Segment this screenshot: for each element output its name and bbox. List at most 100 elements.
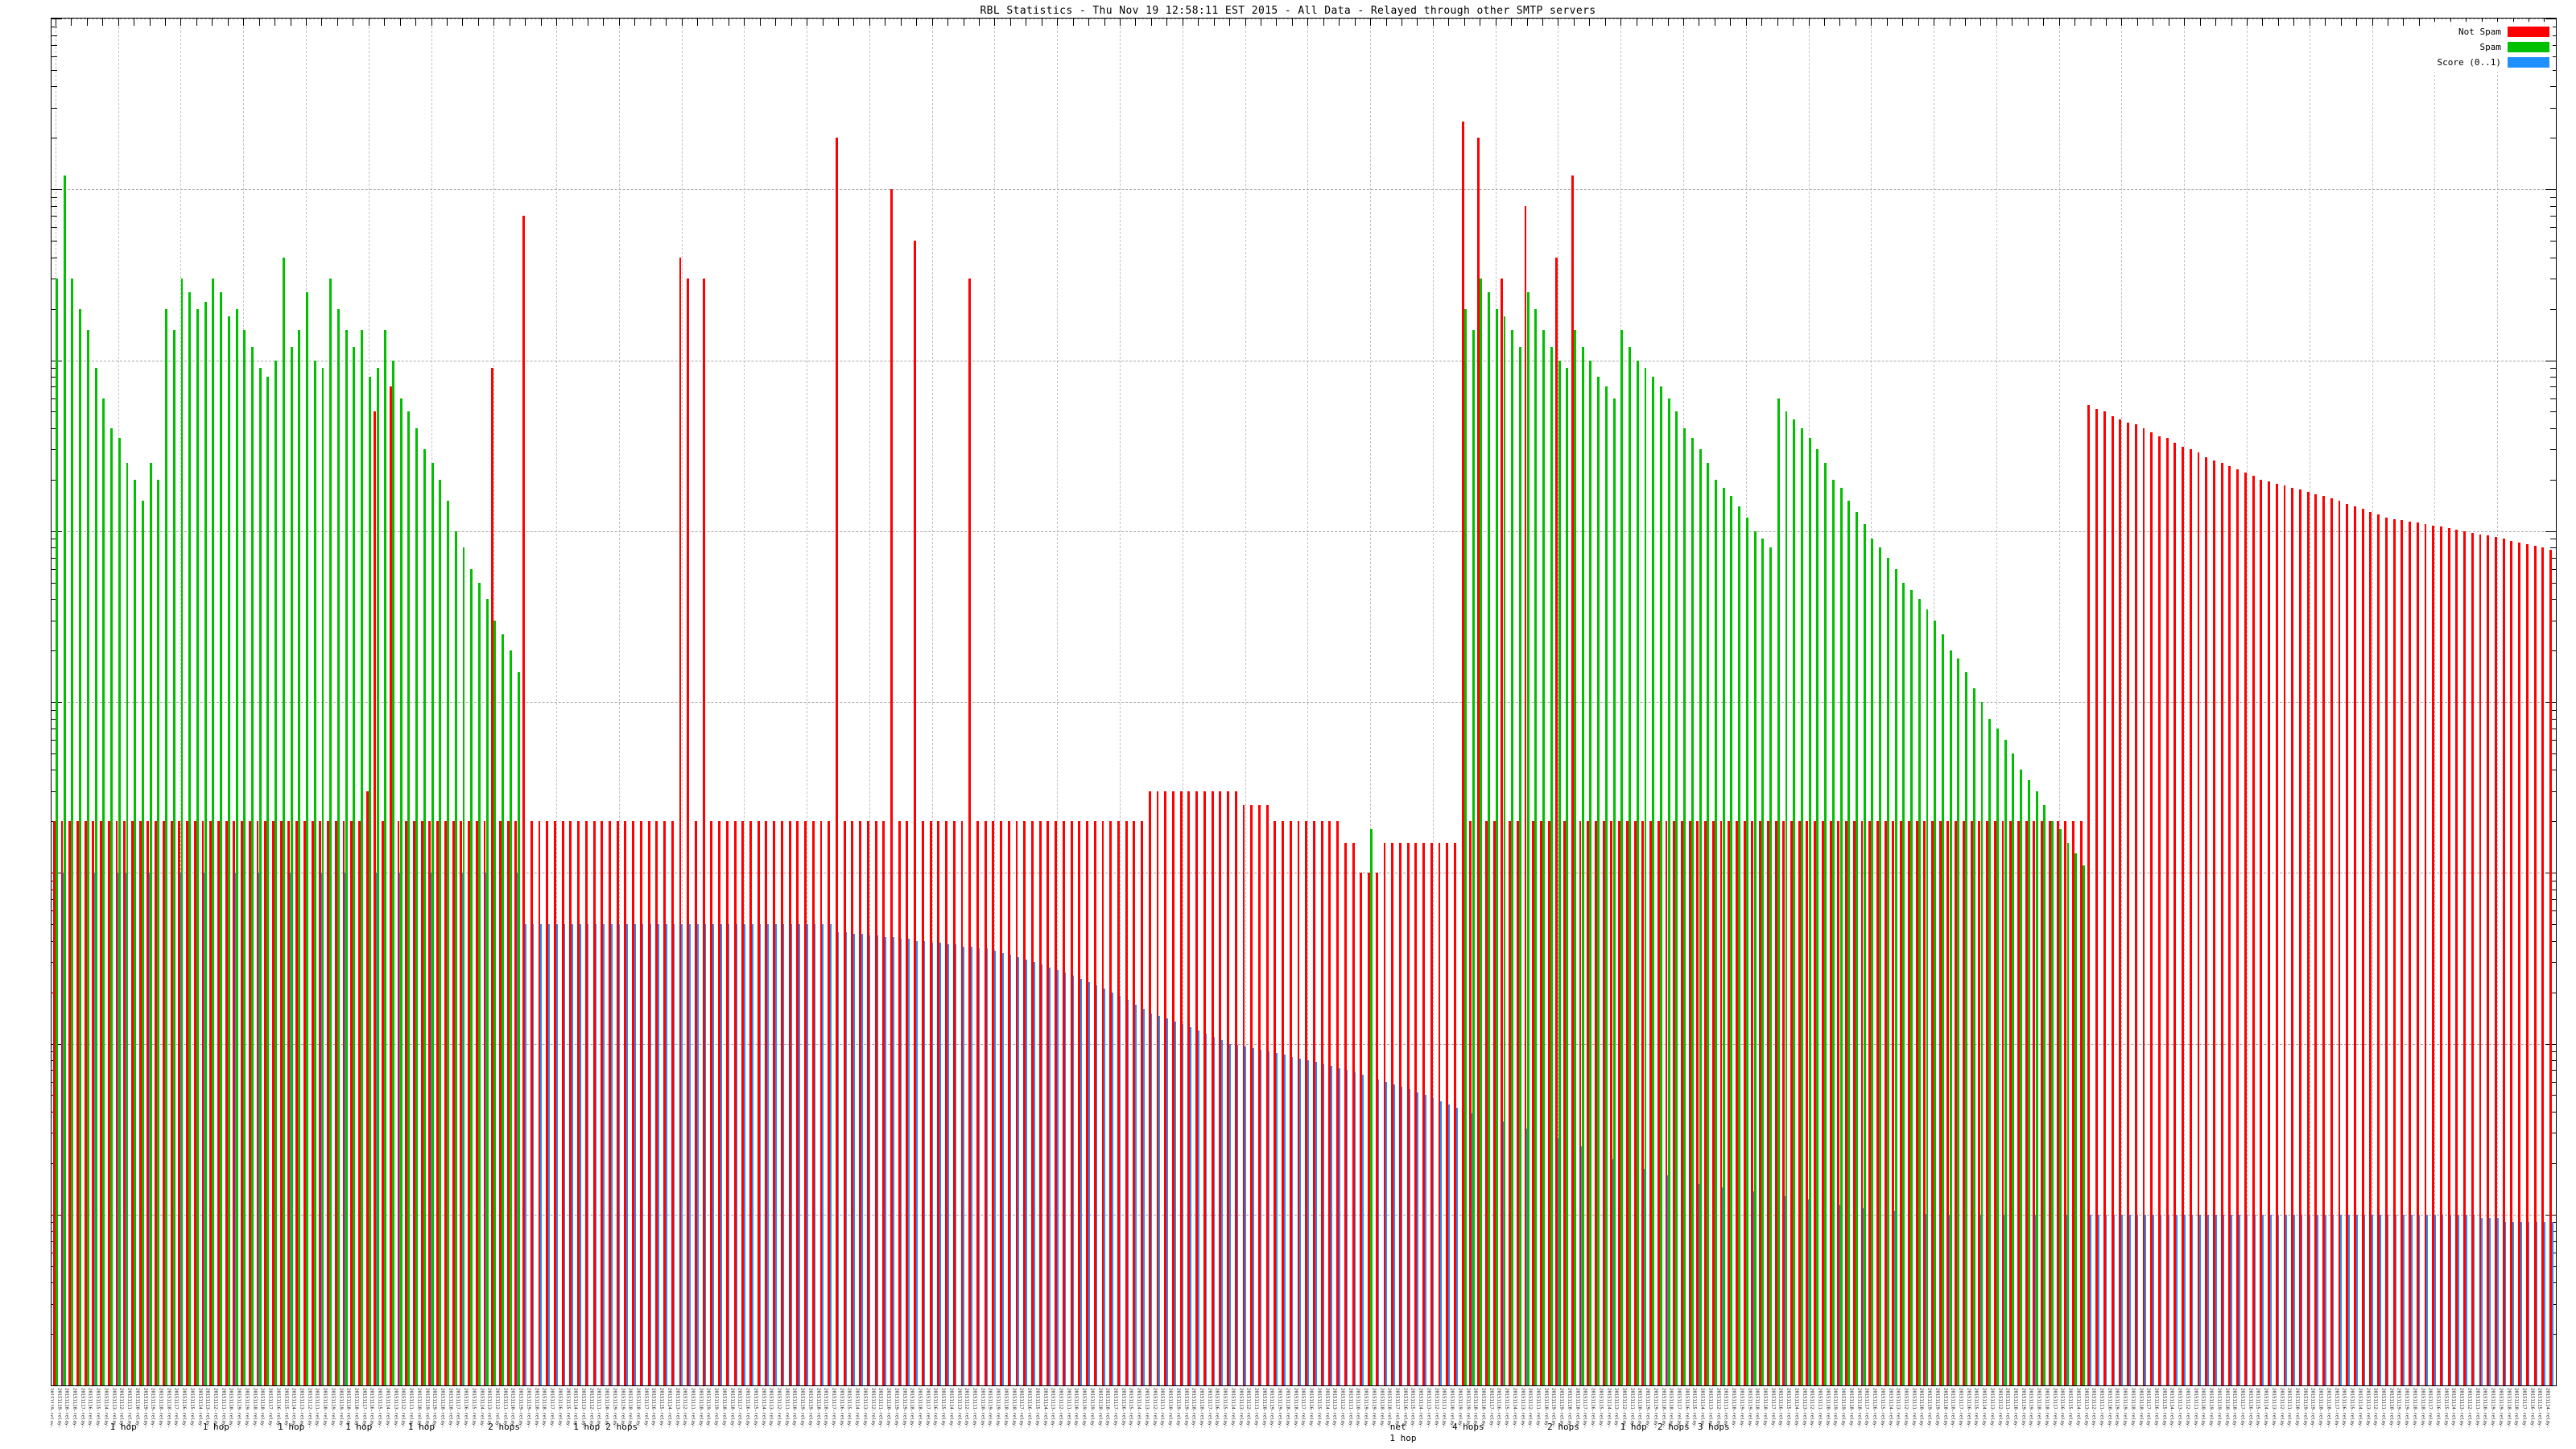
bar-spam [1480,279,1483,1385]
bar-spam [1644,368,1647,1385]
x-tick [1589,19,1591,26]
y-tick-minor [2550,449,2556,451]
x-tick [164,19,166,26]
bar-not-spam [2455,529,2458,1385]
x-tick [1339,19,1340,26]
bar-score [641,924,644,1385]
bar-spam [157,479,160,1385]
bar-score [2159,1214,2162,1385]
y-tick-minor [2550,962,2556,964]
bar-score [1040,964,1043,1385]
bar-not-spam [2447,528,2450,1385]
bar-score [672,924,675,1385]
bar-spam [1722,487,1725,1385]
x-tick [1777,19,1778,26]
bar-score [1932,1214,1935,1385]
bar-spam [126,463,129,1385]
bar-score [1971,1214,1975,1385]
bar-not-spam [52,821,56,1385]
bar-not-spam [1923,821,1926,1385]
bar-not-spam [1845,821,1847,1385]
x-tick [1120,19,1121,26]
x-tick [666,19,667,26]
y-tick-minor [2550,753,2556,754]
y-tick-minor [52,368,57,369]
bar-not-spam [811,821,815,1385]
hop-annotation: 1 hop [278,1422,305,1432]
bar-not-spam [1774,821,1777,1385]
bar-not-spam [2369,511,2372,1385]
bar-score [1564,1141,1567,1385]
bar-score [2167,1214,2170,1385]
hop-annotation: 1 hop [407,1422,435,1432]
y-tick-minor [52,557,57,559]
bar-score [93,873,96,1385]
x-tick [1166,19,1168,26]
bar-score [876,935,879,1385]
bar-not-spam [131,821,134,1385]
hop-annotation: 2 hops [1657,1422,1690,1432]
y-tick-minor [2550,386,2556,388]
bar-not-spam [2306,491,2310,1385]
bar-not-spam [624,821,627,1385]
bar-score [320,873,323,1385]
bar-spam [1526,292,1530,1385]
bar-not-spam [1219,791,1222,1385]
bar-spam [1808,438,1811,1385]
bar-score [62,873,65,1385]
bar-spam [118,438,121,1385]
bar-not-spam [2103,411,2106,1385]
bar-score [2409,1214,2413,1385]
bar-score [226,873,229,1385]
bar-score [828,924,832,1385]
bar-not-spam [84,821,87,1385]
bar-score [923,940,926,1385]
bar-spam [321,368,324,1385]
bar-not-spam [1547,821,1550,1385]
bar-spam [110,427,113,1385]
x-tick [885,19,886,26]
bar-not-spam [1587,821,1590,1385]
bar-score [2292,1214,2295,1385]
bar-spam [1949,650,1952,1385]
x-tick [493,19,495,26]
bar-score [1877,1209,1880,1385]
x-tick [744,19,745,26]
bar-not-spam [2048,821,2051,1385]
bar-spam [1463,308,1467,1385]
bar-not-spam [960,821,964,1385]
bar-score [790,924,793,1385]
x-tick [572,19,573,26]
x-tick [1526,19,1528,26]
bar-score [2096,1214,2099,1385]
bar-score [437,873,440,1385]
bar-score [805,924,808,1385]
bar-not-spam [2322,496,2326,1385]
y-tick-minor [2550,479,2556,481]
bar-score [2175,1214,2178,1385]
bar-spam [517,671,520,1385]
bar-spam [313,360,316,1385]
bar-not-spam [2174,442,2177,1385]
bar-not-spam [319,821,322,1385]
bar-score [2065,1214,2068,1385]
bar-score [1071,976,1075,1385]
bar-not-spam [804,821,807,1385]
bar-not-spam [2409,521,2411,1385]
bar-spam [1620,330,1624,1385]
bar-not-spam [2033,821,2036,1385]
bar-score [1697,1184,1700,1385]
x-tick [1886,19,1888,26]
x-tick [1104,19,1105,26]
y-tick-minor [2550,1060,2556,1062]
bars-layer [52,19,2556,1385]
legend-label-not-spam: Not Spam [2458,27,2501,37]
x-tick [2231,19,2232,26]
bar-score [453,873,456,1385]
bar-spam [345,330,348,1385]
bar-score [77,873,80,1385]
bar-score [69,873,72,1385]
bar-spam [1683,427,1686,1385]
bar-score [2449,1214,2452,1385]
bar-not-spam [1484,821,1488,1385]
